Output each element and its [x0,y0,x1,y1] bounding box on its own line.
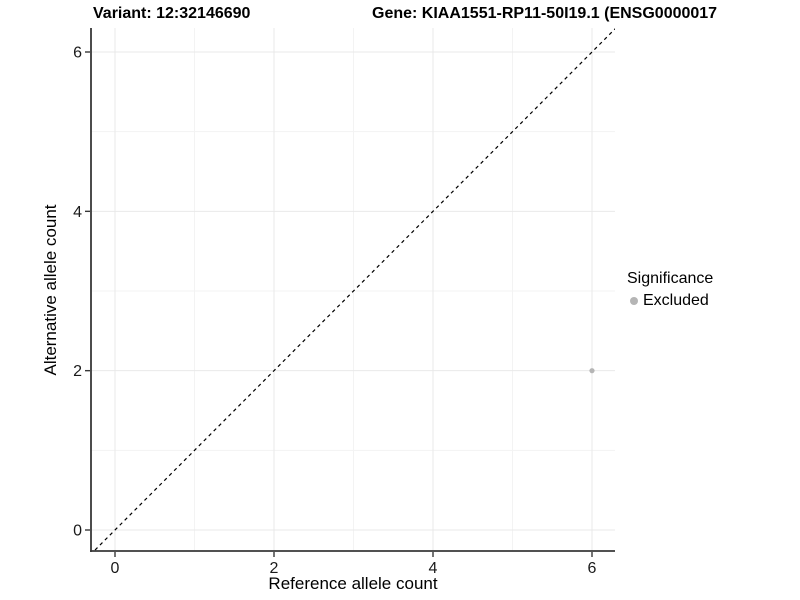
y-tick-label: 6 [73,44,82,61]
x-tick-label: 0 [111,560,120,577]
y-tick-label: 2 [73,363,82,380]
y-tick-label: 0 [73,523,82,540]
identity-reference-line [93,28,615,551]
x-axis-title: Reference allele count [268,574,438,593]
y-axis-title: Alternative allele count [41,204,60,376]
legend-title: Significance [627,270,714,287]
data-point [589,368,595,374]
legend-point-icon [630,297,638,305]
x-tick-label: 6 [588,560,597,577]
x-tick-label: 2 [270,560,279,577]
legend: Significance Excluded [627,270,713,310]
legend-item-excluded: Excluded [627,292,713,310]
y-tick-label: 4 [73,204,82,221]
legend-item-label: Excluded [643,292,709,309]
gene-title: Gene: KIAA1551-RP11-50I19.1 (ENSG0000017 [372,5,718,22]
variant-title: Variant: 12:32146690 [93,5,251,22]
x-tick-label: 4 [429,560,438,577]
